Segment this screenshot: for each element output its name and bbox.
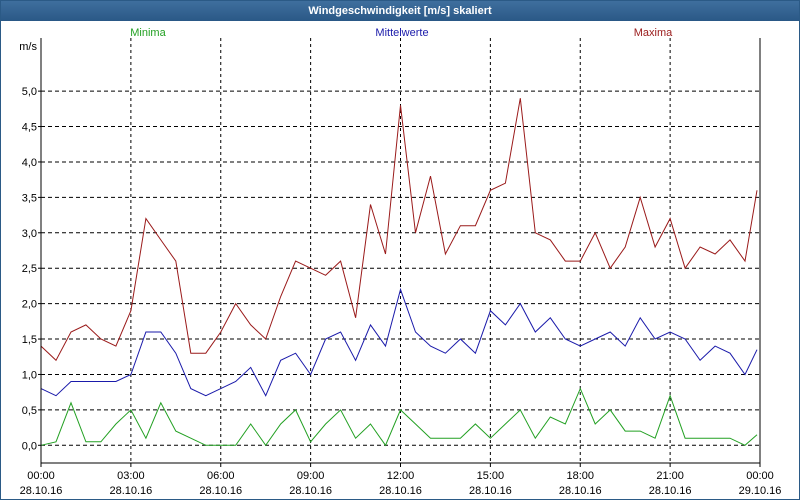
legend-maxima: Maxima <box>634 27 673 39</box>
x-tick-time: 00:00 <box>27 470 55 482</box>
x-tick-date: 28.10.16 <box>109 485 152 497</box>
y-tick-label: 3,5 <box>22 192 37 204</box>
y-tick-label: 0,5 <box>22 405 37 417</box>
y-tick-label: 3,0 <box>22 228 37 240</box>
x-tick-date: 28.10.16 <box>469 485 512 497</box>
y-tick-label: 1,0 <box>22 369 37 381</box>
series-line-maxima <box>40 98 758 362</box>
series-line-minima <box>40 387 758 447</box>
x-tick-date: 28.10.16 <box>559 485 602 497</box>
y-tick-label: 2,5 <box>22 263 37 275</box>
x-tick-time: 12:00 <box>387 470 415 482</box>
series-line-mittelwerte <box>40 287 758 397</box>
y-axis-label: m/s <box>19 41 37 53</box>
y-tick-label: 5,0 <box>22 86 37 98</box>
x-tick-date: 28.10.16 <box>379 485 422 497</box>
legend-minima: Minima <box>130 27 166 39</box>
y-tick-label: 4,5 <box>22 122 37 134</box>
axes: 0,0 0,5 1,0 1,5 2,0 2,5 3,0 3,5 4,0 4,5 5,0 00:00 28… <box>19 38 781 497</box>
x-tick-date: 28.10.16 <box>20 485 63 497</box>
x-tick-date: 28.10.16 <box>289 485 332 497</box>
legend-mittelwerte: Mittelwerte <box>375 27 428 39</box>
y-tick-label: 4,0 <box>22 157 37 169</box>
y-tick-label: 1,5 <box>22 334 37 346</box>
y-tick-label: 2,0 <box>22 299 37 311</box>
window-title: Windgeschwindigkeit [m/s] skaliert <box>1 1 799 21</box>
x-tick-time: 21:00 <box>656 470 684 482</box>
x-tick-date: 28.10.16 <box>199 485 242 497</box>
x-tick-time: 06:00 <box>207 470 235 482</box>
x-tick-time: 15:00 <box>477 470 505 482</box>
series-lines <box>40 98 758 447</box>
x-tick-time: 18:00 <box>566 470 594 482</box>
x-tick-time: 03:00 <box>117 470 145 482</box>
legend: Minima Mittelwerte Maxima <box>130 27 673 39</box>
grid <box>41 38 760 463</box>
x-tick-date: 29.10.16 <box>739 485 782 497</box>
x-tick-time: 00:00 <box>746 470 774 482</box>
x-tick-time: 09:00 <box>297 470 325 482</box>
y-tick-label: 0,0 <box>22 440 37 452</box>
x-tick-date: 28.10.16 <box>649 485 692 497</box>
